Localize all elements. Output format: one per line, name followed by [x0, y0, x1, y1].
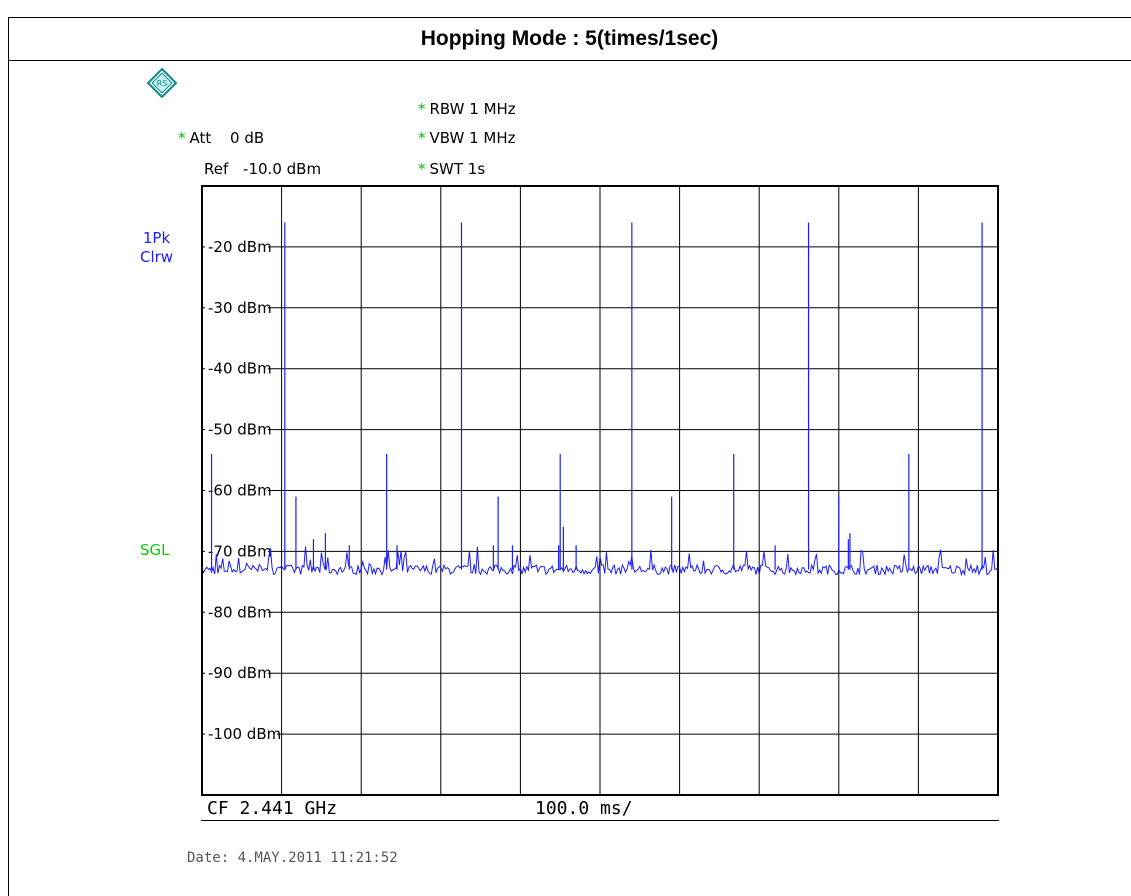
trace-mode: Clrw	[140, 248, 174, 266]
att-value: 0 dB	[230, 129, 265, 147]
ref-value: -10.0 dBm	[243, 160, 322, 178]
y-tick-label: -20 dBm	[208, 238, 272, 256]
trace-detector: 1Pk	[142, 229, 171, 247]
star-icon: *	[418, 129, 426, 147]
y-tick-label-bg	[205, 358, 268, 378]
vbw-readout: * VBW 1 MHz	[418, 129, 516, 147]
y-tick-label-bg	[205, 724, 277, 744]
y-tick-label: -50 dBm	[208, 421, 272, 439]
sgl-indicator: SGL	[140, 541, 170, 559]
y-tick-label-bg	[205, 602, 268, 622]
plot-area-border	[201, 185, 999, 796]
y-tick-label: -90 dBm	[208, 664, 272, 682]
ref-label: Ref	[204, 160, 229, 178]
outer-frame	[8, 17, 1131, 896]
star-icon: *	[178, 129, 186, 147]
y-tick-label: -40 dBm	[208, 360, 272, 378]
y-tick-label-bg	[205, 663, 268, 683]
time-per-division: 100.0 ms/	[535, 798, 633, 819]
trace-mode-label: 1Pk Clrw	[140, 229, 173, 267]
y-tick-label-bg	[205, 297, 268, 317]
center-frequency: CF 2.441 GHz	[207, 798, 338, 819]
vbw-label: VBW 1 MHz	[429, 129, 516, 147]
y-tick-label: -30 dBm	[208, 299, 272, 317]
rohde-schwarz-logo-icon: RS	[147, 68, 177, 98]
title-bar: Hopping Mode : 5(times/1sec)	[8, 17, 1131, 61]
att-label: Att	[189, 129, 212, 147]
y-tick-label-bg	[205, 419, 268, 439]
star-icon: *	[418, 160, 426, 178]
swt-label: SWT 1s	[429, 160, 486, 178]
bottom-rule	[201, 820, 999, 821]
y-tick-label-bg	[205, 236, 268, 256]
svg-text:RS: RS	[157, 79, 168, 88]
rbw-readout: * RBW 1 MHz	[418, 100, 516, 118]
y-tick-label: -60 dBm	[208, 482, 272, 500]
y-tick-label: -100 dBm	[208, 725, 281, 743]
rbw-label: RBW 1 MHz	[429, 100, 516, 118]
date-stamp: Date: 4.MAY.2011 11:21:52	[187, 850, 398, 866]
y-tick-label: -80 dBm	[208, 603, 272, 621]
trace-noise-floor	[201, 546, 999, 577]
swt-readout: * SWT 1s	[418, 160, 485, 178]
y-tick-label-bg	[205, 541, 268, 561]
y-tick-label: -70 dBm	[208, 542, 272, 560]
chart-title: Hopping Mode : 5(times/1sec)	[420, 26, 719, 50]
y-tick-label-bg	[205, 480, 268, 500]
star-icon: *	[418, 100, 426, 118]
att-readout: * Att 0 dB	[178, 129, 264, 147]
ref-readout: Ref -10.0 dBm	[204, 160, 321, 178]
